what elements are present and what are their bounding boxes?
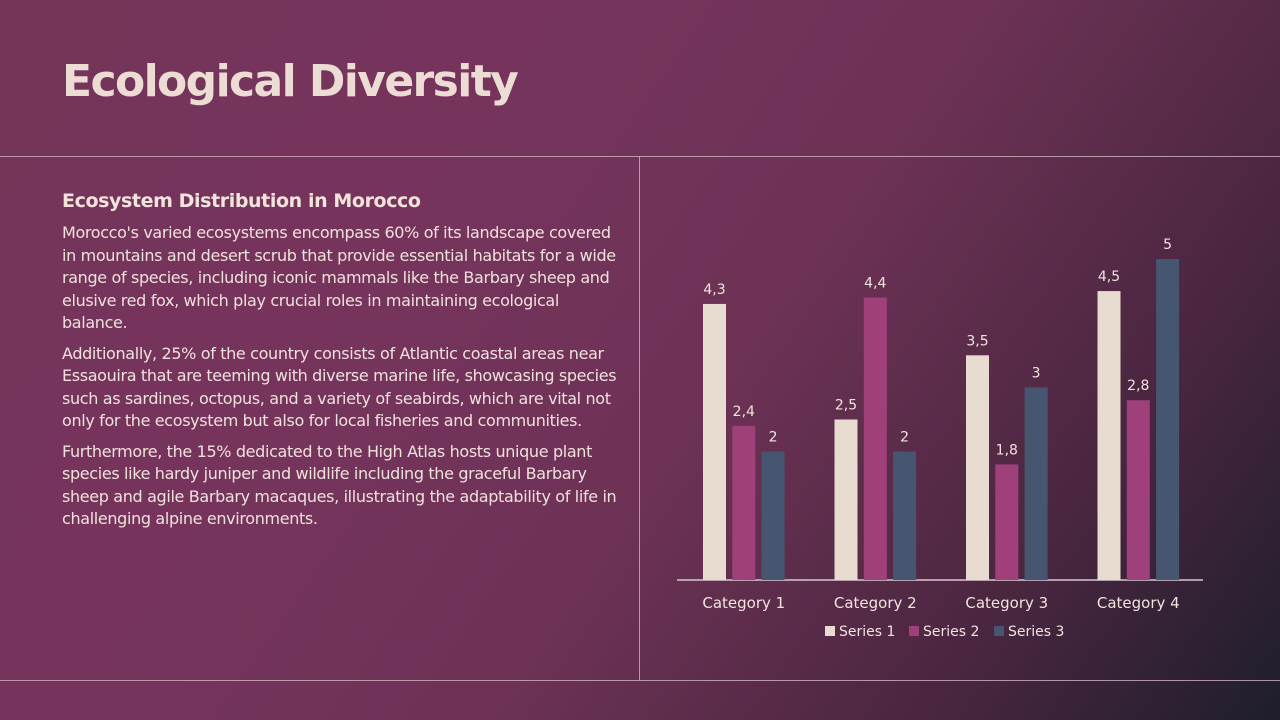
bar-2-3 [893,451,917,580]
legend-label-2: Series 2 [923,624,979,640]
bar-4-1 [1097,291,1121,580]
data-label-2-1: 2,5 [835,398,857,414]
bar-4-3 [1156,259,1180,580]
paragraph-high-atlas: Furthermore, the 15% dedicated to the Hi… [62,441,617,529]
legend-swatch-3 [994,626,1004,636]
bottom-divider [0,680,1280,681]
top-divider [0,156,1280,157]
bar-1-1 [703,303,726,580]
category-label-4: Category 4 [1097,594,1180,612]
paragraph-mountains: Morocco's varied ecosystems encompass 60… [62,223,616,332]
section-heading: Ecosystem Distribution in Morocco [62,190,421,212]
legend-label-1: Series 1 [839,624,895,640]
bar-2-1 [834,419,858,580]
category-label-2: Category 2 [834,594,917,612]
bar-4-2 [1126,400,1150,580]
bar-1-2 [732,425,756,580]
data-label-3-1: 3,5 [966,333,988,349]
bar-3-1 [966,355,989,580]
text-panel: Ecosystem Distribution in Morocco Morocc… [62,190,622,539]
paragraph-coastal: Additionally, 25% of the country consist… [62,343,617,431]
legend-swatch-2 [909,626,919,636]
data-label-4-3: 5 [1163,237,1172,253]
data-label-2-2: 4,4 [864,276,886,292]
data-label-1-1: 4,3 [703,282,725,298]
bar-1-3 [761,451,785,580]
data-label-4-1: 4,5 [1098,269,1120,285]
vertical-divider [639,156,640,681]
bar-3-3 [1024,387,1048,580]
category-label-1: Category 1 [702,594,785,612]
legend-label-3: Series 3 [1008,624,1064,640]
legend-swatch-1 [825,626,835,636]
data-label-3-2: 1,8 [996,442,1018,458]
slide-title: Ecological Diversity [62,56,519,107]
bar-3-2 [995,464,1019,580]
data-label-4-2: 2,8 [1127,378,1149,394]
data-label-1-2: 2,4 [733,404,755,420]
data-label-2-3: 2 [900,430,909,446]
data-label-1-3: 2 [769,430,778,446]
data-label-3-3: 3 [1032,365,1041,381]
bar-2-2 [863,297,887,580]
bar-chart: 4,3 2,4 2 Category 1 2,5 4,4 2 Category 2 3,5 1,8… [677,237,1203,640]
category-label-3: Category 3 [965,594,1048,612]
